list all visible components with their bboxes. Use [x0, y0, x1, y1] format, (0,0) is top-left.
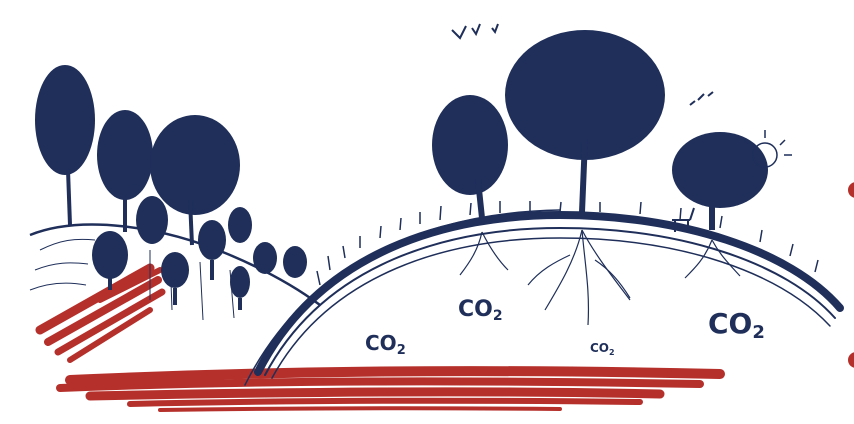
edge-bullets [848, 182, 854, 368]
co2-label-2: CO2 [458, 297, 503, 324]
grass [316, 201, 819, 286]
earth-arc [244, 209, 844, 386]
left-trees [35, 65, 307, 298]
co2-label-3: CO2 [590, 341, 615, 357]
co2-labels: CO2 CO2 CO2 CO2 [365, 297, 765, 358]
right-trees [432, 30, 768, 208]
roots [459, 229, 741, 326]
left-tree-trunks [66, 169, 242, 310]
birds [451, 23, 714, 106]
right-tree-trunks [475, 139, 715, 230]
co2-label-4: CO2 [708, 307, 765, 343]
co2-label-1: CO2 [365, 331, 406, 358]
red-brush-strokes [35, 263, 725, 412]
deer-icon [672, 207, 695, 232]
sun-icon [744, 130, 792, 168]
